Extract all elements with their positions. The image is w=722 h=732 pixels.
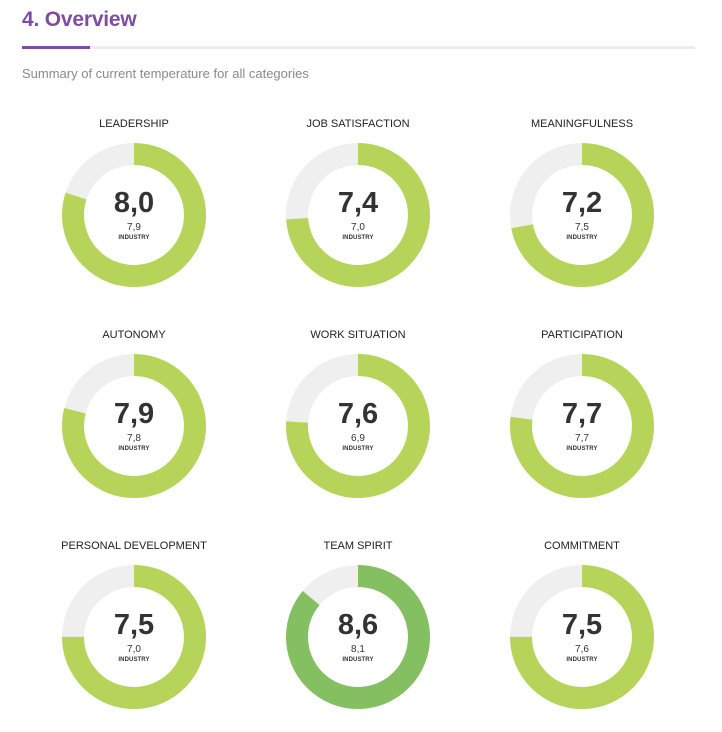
industry-score: 7,8	[127, 433, 141, 444]
category-label: PARTICIPATION	[541, 329, 623, 341]
section-subtitle: Summary of current temperature for all c…	[22, 66, 309, 81]
donut-svg	[286, 143, 430, 287]
industry-label: INDUSTRY	[566, 235, 598, 241]
donut-value-arc	[286, 143, 430, 287]
donut-svg	[286, 354, 430, 498]
category-label: WORK SITUATION	[310, 329, 406, 341]
category-label: MEANINGFULNESS	[530, 118, 634, 130]
industry-label: INDUSTRY	[342, 235, 374, 241]
title-divider-accent	[22, 46, 90, 49]
industry-label: INDUSTRY	[118, 657, 150, 663]
donut-svg	[286, 565, 430, 709]
category-card-leadership: LEADERSHIP 8,0 7,9 INDUSTRY	[22, 110, 246, 310]
industry-label: INDUSTRY	[118, 235, 150, 241]
donut-chart: 7,6 6,9 INDUSTRY	[286, 354, 430, 498]
donut-chart: 7,5 7,0 INDUSTRY	[62, 565, 206, 709]
category-score: 7,2	[561, 187, 603, 219]
industry-label: INDUSTRY	[566, 657, 598, 663]
category-score: 7,7	[561, 398, 603, 430]
section-title: 4. Overview	[22, 8, 137, 31]
overview-grid: LEADERSHIP 8,0 7,9 INDUSTRY JOB SATISFAC…	[22, 110, 695, 710]
category-card-participation: PARTICIPATION 7,7 7,7 INDUSTRY	[470, 321, 694, 521]
donut-chart: 7,9 7,8 INDUSTRY	[62, 354, 206, 498]
industry-score: 7,6	[575, 644, 589, 655]
donut-center: 7,4 7,0 INDUSTRY	[286, 143, 430, 287]
donut-value-arc	[62, 143, 206, 287]
category-card-commitment: COMMITMENT 7,5 7,6 INDUSTRY	[470, 532, 694, 732]
donut-center: 7,7 7,7 INDUSTRY	[510, 354, 654, 498]
category-score: 7,4	[337, 187, 379, 219]
category-card-personal-development: PERSONAL DEVELOPMENT 7,5 7,0 INDUSTRY	[22, 532, 246, 732]
industry-label: INDUSTRY	[342, 657, 374, 663]
donut-value-arc	[62, 565, 206, 709]
donut-center: 7,2 7,5 INDUSTRY	[510, 143, 654, 287]
category-score: 7,9	[113, 398, 155, 430]
category-score: 7,5	[561, 609, 603, 641]
donut-center: 7,5 7,0 INDUSTRY	[62, 565, 206, 709]
category-score: 8,0	[113, 187, 155, 219]
category-label: AUTONOMY	[102, 329, 166, 341]
industry-score: 7,0	[127, 644, 141, 655]
donut-center: 7,5 7,6 INDUSTRY	[510, 565, 654, 709]
donut-svg	[62, 565, 206, 709]
donut-value-arc	[510, 565, 654, 709]
donut-value-arc	[62, 354, 206, 498]
donut-chart: 8,6 8,1 INDUSTRY	[286, 565, 430, 709]
donut-center: 7,9 7,8 INDUSTRY	[62, 354, 206, 498]
donut-value-arc	[286, 354, 430, 498]
industry-score: 7,5	[575, 222, 589, 233]
donut-chart: 8,0 7,9 INDUSTRY	[62, 143, 206, 287]
industry-score: 7,9	[127, 222, 141, 233]
donut-value-arc	[286, 565, 430, 709]
category-score: 7,5	[113, 609, 155, 641]
donut-chart: 7,2 7,5 INDUSTRY	[510, 143, 654, 287]
category-card-autonomy: AUTONOMY 7,9 7,8 INDUSTRY	[22, 321, 246, 521]
title-divider	[22, 46, 695, 49]
category-score: 7,6	[337, 398, 379, 430]
donut-svg	[62, 354, 206, 498]
donut-center: 8,0 7,9 INDUSTRY	[62, 143, 206, 287]
donut-svg	[62, 143, 206, 287]
category-card-meaningfulness: MEANINGFULNESS 7,2 7,5 INDUSTRY	[470, 110, 694, 310]
industry-score: 7,0	[351, 222, 365, 233]
donut-chart: 7,4 7,0 INDUSTRY	[286, 143, 430, 287]
category-label: COMMITMENT	[544, 540, 620, 552]
donut-svg	[510, 565, 654, 709]
donut-chart: 7,7 7,7 INDUSTRY	[510, 354, 654, 498]
industry-label: INDUSTRY	[566, 446, 598, 452]
category-score: 8,6	[337, 609, 379, 641]
industry-label: INDUSTRY	[342, 446, 374, 452]
donut-center: 7,6 6,9 INDUSTRY	[286, 354, 430, 498]
category-label: TEAM SPIRIT	[323, 540, 393, 552]
industry-score: 8,1	[351, 644, 365, 655]
donut-svg	[510, 354, 654, 498]
donut-value-arc	[510, 143, 654, 287]
industry-score: 7,7	[575, 433, 589, 444]
category-label: LEADERSHIP	[99, 118, 169, 130]
industry-score: 6,9	[351, 433, 365, 444]
donut-chart: 7,5 7,6 INDUSTRY	[510, 565, 654, 709]
donut-center: 8,6 8,1 INDUSTRY	[286, 565, 430, 709]
donut-value-arc	[510, 354, 654, 498]
donut-svg	[510, 143, 654, 287]
category-label: PERSONAL DEVELOPMENT	[61, 540, 207, 552]
category-card-work-situation: WORK SITUATION 7,6 6,9 INDUSTRY	[246, 321, 470, 521]
category-card-job-satisfaction: JOB SATISFACTION 7,4 7,0 INDUSTRY	[246, 110, 470, 310]
industry-label: INDUSTRY	[118, 446, 150, 452]
category-card-team-spirit: TEAM SPIRIT 8,6 8,1 INDUSTRY	[246, 532, 470, 732]
category-label: JOB SATISFACTION	[306, 118, 410, 130]
